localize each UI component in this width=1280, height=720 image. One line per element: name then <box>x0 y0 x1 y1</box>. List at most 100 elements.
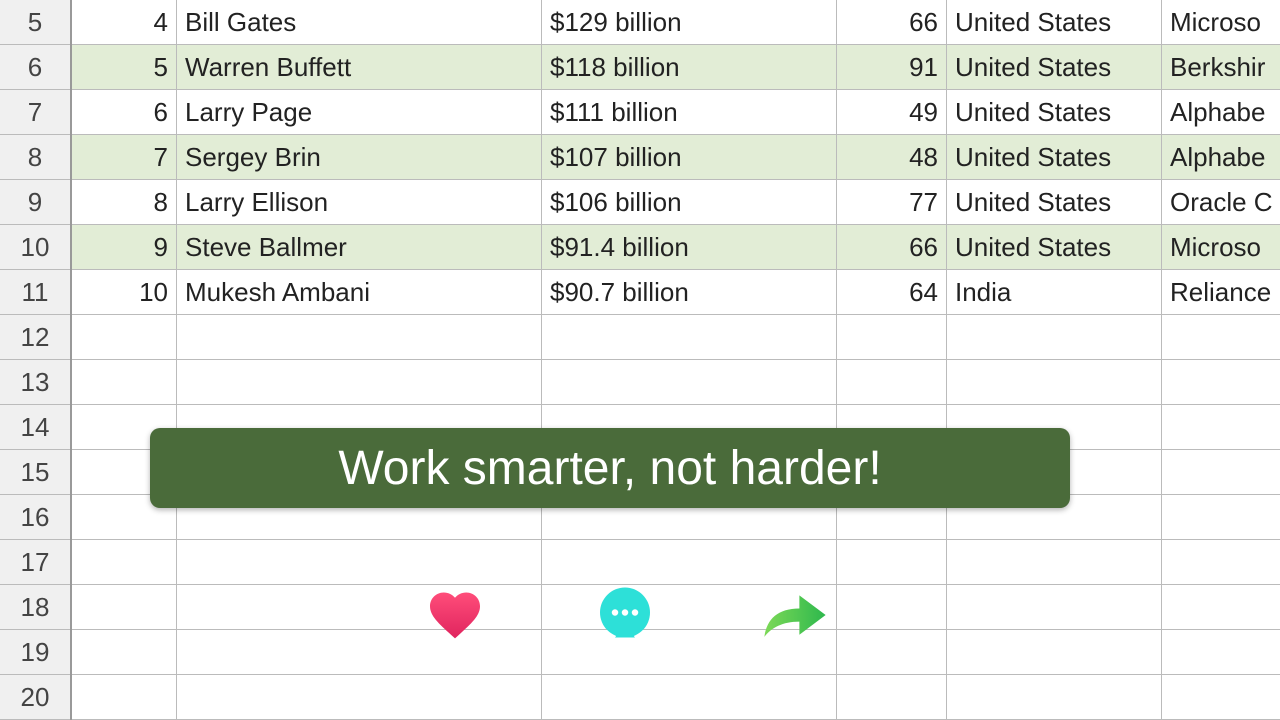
cell-worth[interactable]: $106 billion <box>542 180 837 224</box>
cell-country[interactable]: United States <box>947 0 1162 44</box>
cell-country[interactable] <box>947 540 1162 584</box>
cell-company[interactable] <box>1162 585 1280 629</box>
share-arrow-icon <box>760 585 830 645</box>
cell-country[interactable]: United States <box>947 45 1162 89</box>
cell-name[interactable] <box>177 360 542 404</box>
row-header[interactable]: 20 <box>0 675 70 720</box>
row-header[interactable]: 19 <box>0 630 70 675</box>
cell-rank[interactable]: 6 <box>72 90 177 134</box>
row-header[interactable]: 7 <box>0 90 70 135</box>
cell-rank[interactable]: 8 <box>72 180 177 224</box>
cell-age[interactable] <box>837 360 947 404</box>
cell-age[interactable]: 66 <box>837 225 947 269</box>
cell-rank[interactable]: 5 <box>72 45 177 89</box>
row-header[interactable]: 13 <box>0 360 70 405</box>
cell-age[interactable]: 66 <box>837 0 947 44</box>
cell-country[interactable]: United States <box>947 225 1162 269</box>
cell-rank[interactable] <box>72 360 177 404</box>
cell-company[interactable]: Berkshir <box>1162 45 1280 89</box>
cell-name[interactable]: Bill Gates <box>177 0 542 44</box>
cell-country[interactable] <box>947 585 1162 629</box>
cell-worth[interactable]: $90.7 billion <box>542 270 837 314</box>
row-header[interactable]: 14 <box>0 405 70 450</box>
cell-rank[interactable] <box>72 540 177 584</box>
cell-company[interactable]: Alphabe <box>1162 135 1280 179</box>
row-header[interactable]: 18 <box>0 585 70 630</box>
cell-company[interactable]: Microso <box>1162 0 1280 44</box>
cell-age[interactable]: 91 <box>837 45 947 89</box>
cell-company[interactable]: Alphabe <box>1162 90 1280 134</box>
cell-company[interactable] <box>1162 450 1280 494</box>
cell-worth[interactable]: $129 billion <box>542 0 837 44</box>
row-header[interactable]: 5 <box>0 0 70 45</box>
social-bar <box>420 580 830 650</box>
cell-name[interactable] <box>177 675 542 719</box>
cell-country[interactable] <box>947 360 1162 404</box>
cell-worth[interactable]: $111 billion <box>542 90 837 134</box>
cell-age[interactable] <box>837 315 947 359</box>
row-header[interactable]: 10 <box>0 225 70 270</box>
table-row: 6Larry Page$111 billion49United StatesAl… <box>72 90 1280 135</box>
cell-worth[interactable] <box>542 675 837 719</box>
cell-worth[interactable]: $107 billion <box>542 135 837 179</box>
cell-company[interactable] <box>1162 360 1280 404</box>
cell-rank[interactable]: 4 <box>72 0 177 44</box>
cell-age[interactable] <box>837 675 947 719</box>
cell-country[interactable] <box>947 675 1162 719</box>
cell-company[interactable] <box>1162 540 1280 584</box>
cell-country[interactable]: United States <box>947 135 1162 179</box>
cell-rank[interactable]: 10 <box>72 270 177 314</box>
cell-country[interactable]: India <box>947 270 1162 314</box>
like-button[interactable] <box>420 580 490 650</box>
row-header[interactable]: 6 <box>0 45 70 90</box>
cell-company[interactable] <box>1162 495 1280 539</box>
cell-company[interactable]: Oracle C <box>1162 180 1280 224</box>
cell-age[interactable]: 77 <box>837 180 947 224</box>
cell-worth[interactable]: $91.4 billion <box>542 225 837 269</box>
cell-company[interactable]: Reliance <box>1162 270 1280 314</box>
row-header[interactable]: 17 <box>0 540 70 585</box>
cell-age[interactable] <box>837 585 947 629</box>
cell-company[interactable] <box>1162 315 1280 359</box>
cell-age[interactable]: 64 <box>837 270 947 314</box>
cell-age[interactable]: 49 <box>837 90 947 134</box>
comment-button[interactable] <box>590 580 660 650</box>
cell-name[interactable]: Warren Buffett <box>177 45 542 89</box>
cell-country[interactable]: United States <box>947 90 1162 134</box>
cell-company[interactable] <box>1162 675 1280 719</box>
cell-worth[interactable] <box>542 360 837 404</box>
cell-rank[interactable]: 9 <box>72 225 177 269</box>
cell-company[interactable]: Microso <box>1162 225 1280 269</box>
cell-country[interactable] <box>947 315 1162 359</box>
cell-worth[interactable] <box>542 315 837 359</box>
cell-name[interactable] <box>177 540 542 584</box>
cell-name[interactable] <box>177 315 542 359</box>
row-header[interactable]: 8 <box>0 135 70 180</box>
cell-rank[interactable] <box>72 315 177 359</box>
cell-company[interactable] <box>1162 630 1280 674</box>
comment-icon <box>595 585 655 645</box>
cell-rank[interactable] <box>72 585 177 629</box>
row-header[interactable]: 16 <box>0 495 70 540</box>
cell-company[interactable] <box>1162 405 1280 449</box>
cell-country[interactable] <box>947 630 1162 674</box>
cell-worth[interactable]: $118 billion <box>542 45 837 89</box>
cell-age[interactable] <box>837 630 947 674</box>
cell-name[interactable]: Sergey Brin <box>177 135 542 179</box>
cell-worth[interactable] <box>542 540 837 584</box>
cell-rank[interactable] <box>72 630 177 674</box>
cell-name[interactable]: Mukesh Ambani <box>177 270 542 314</box>
cell-name[interactable]: Steve Ballmer <box>177 225 542 269</box>
cell-country[interactable]: United States <box>947 180 1162 224</box>
row-header[interactable]: 12 <box>0 315 70 360</box>
cell-rank[interactable] <box>72 675 177 719</box>
cell-name[interactable]: Larry Ellison <box>177 180 542 224</box>
cell-age[interactable] <box>837 540 947 584</box>
share-button[interactable] <box>760 580 830 650</box>
row-header[interactable]: 9 <box>0 180 70 225</box>
cell-age[interactable]: 48 <box>837 135 947 179</box>
cell-rank[interactable]: 7 <box>72 135 177 179</box>
row-header[interactable]: 15 <box>0 450 70 495</box>
row-header[interactable]: 11 <box>0 270 70 315</box>
cell-name[interactable]: Larry Page <box>177 90 542 134</box>
